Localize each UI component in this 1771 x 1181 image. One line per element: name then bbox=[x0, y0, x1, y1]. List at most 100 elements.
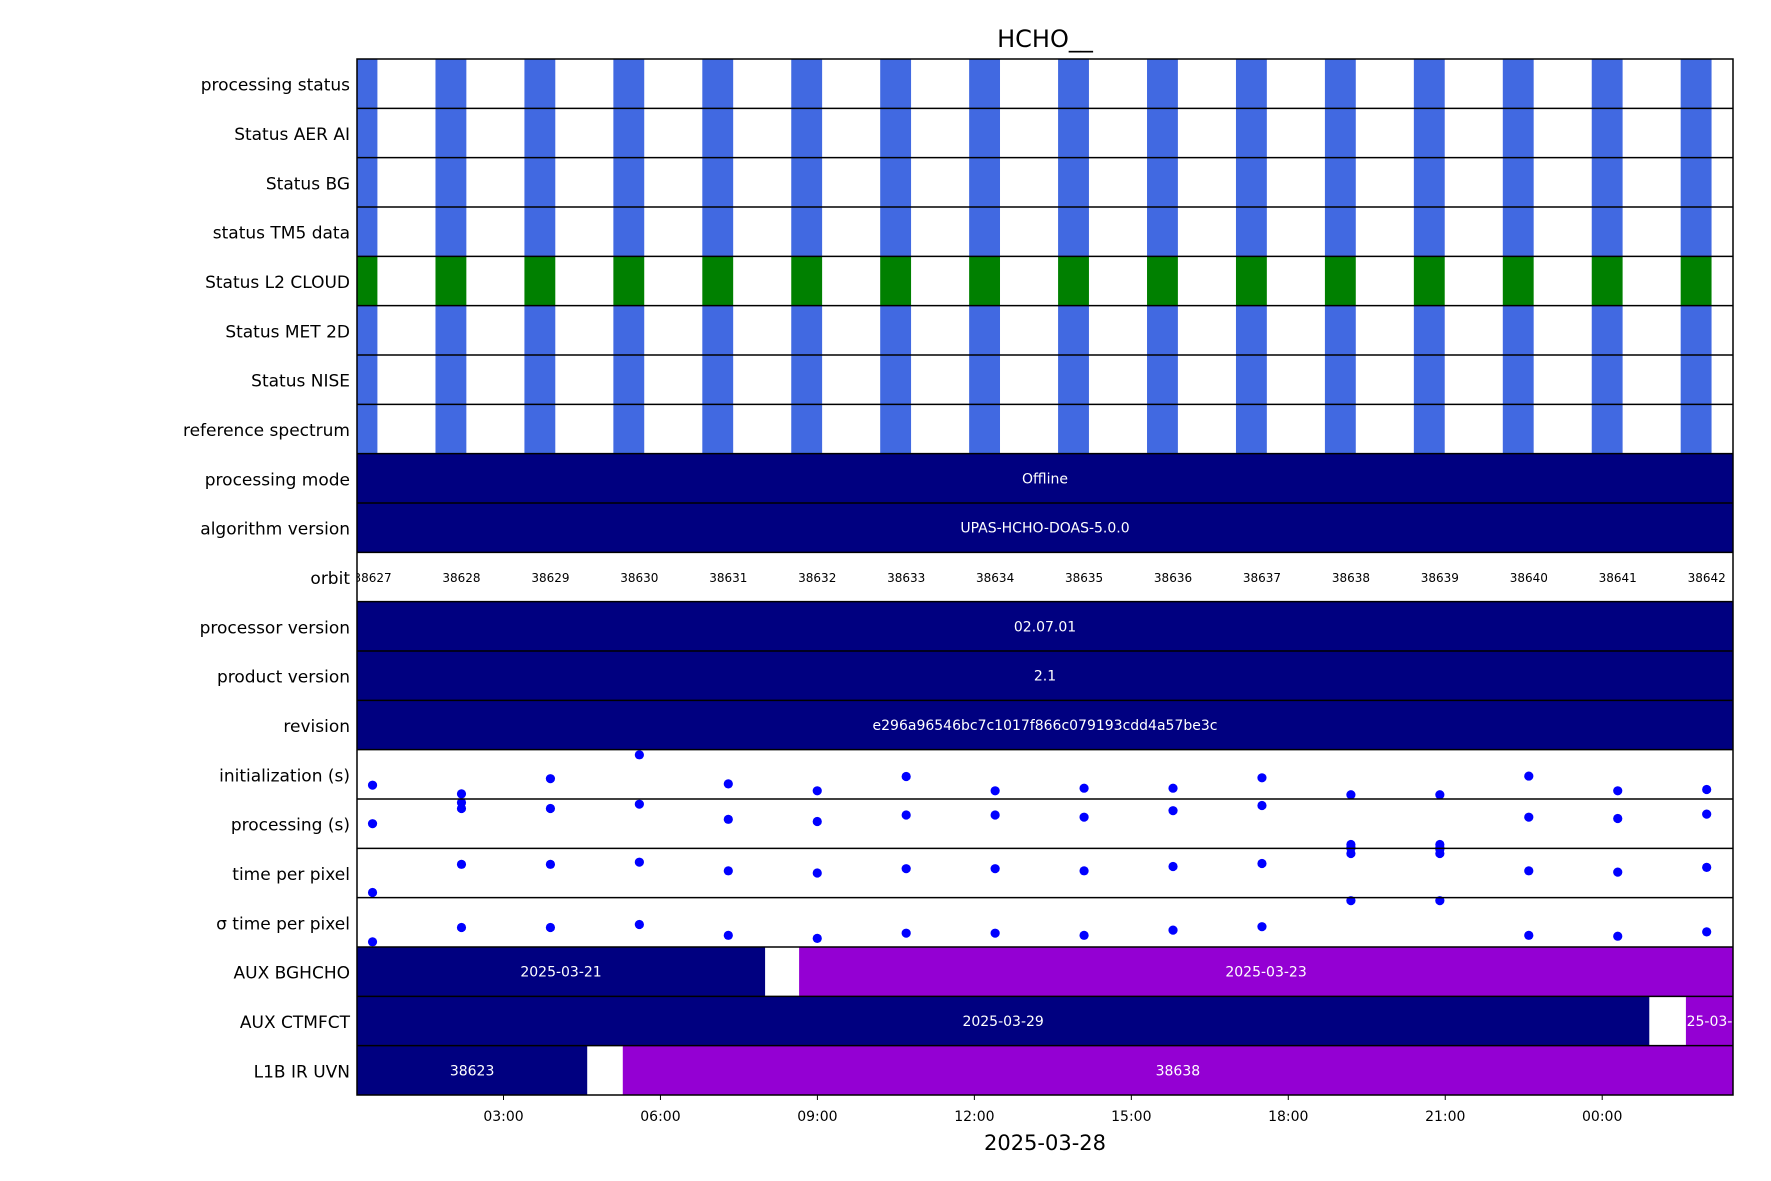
x-axis-label: 2025-03-28 bbox=[984, 1131, 1106, 1155]
status-block-status-bg bbox=[969, 157, 1001, 207]
status-block-status-aer-ai bbox=[613, 108, 645, 158]
row-label-processing-s: processing (s) bbox=[231, 816, 350, 836]
status-block-reference-spectrum bbox=[702, 404, 734, 454]
status-block-status-tm5-data bbox=[1680, 207, 1712, 257]
data-point-time-per-pixel bbox=[1613, 867, 1623, 877]
row-label-time-per-pixel: time per pixel bbox=[232, 865, 350, 885]
status-block-status-nise bbox=[1147, 355, 1178, 405]
data-point-initialization-s bbox=[812, 786, 822, 796]
band-algorithm-version bbox=[357, 503, 1733, 553]
data-point-time-per-pixel bbox=[1168, 861, 1178, 872]
data-point-time-per-pixel bbox=[456, 922, 467, 933]
data-point-time-per-pixel bbox=[1257, 922, 1267, 932]
data-point-time-per-pixel bbox=[545, 922, 556, 933]
band-text-algorithm-version: UPAS-HCHO-DOAS-5.0.0 bbox=[960, 521, 1129, 537]
band-text-processing-mode: Offline bbox=[1022, 471, 1068, 487]
segment-text-aux-ctmfct: 2025-03-30 bbox=[1669, 1014, 1750, 1030]
status-block-status-aer-ai bbox=[1591, 108, 1623, 158]
status-block-status-l2-cloud bbox=[1680, 256, 1712, 306]
status-block-processing-status bbox=[969, 59, 1001, 109]
status-block-reference-spectrum bbox=[435, 404, 467, 454]
status-block-status-bg bbox=[1591, 157, 1623, 207]
segment-l1b-ir-uvn bbox=[622, 1045, 1733, 1095]
orbit-number: 38630 bbox=[620, 571, 658, 585]
row-label-revision: revision bbox=[283, 717, 350, 737]
data-point-time-per-pixel bbox=[723, 866, 733, 876]
row-label-algorithm-version: algorithm version bbox=[200, 520, 350, 540]
orbit-number: 38640 bbox=[1510, 571, 1548, 585]
status-block-status-l2-cloud bbox=[1591, 256, 1623, 306]
status-block-processing-status bbox=[524, 59, 556, 109]
row-label-aux-ctmfct: AUX CTMFCT bbox=[240, 1013, 351, 1033]
status-block-status-l2-cloud bbox=[1235, 256, 1267, 306]
status-block-status-nise bbox=[1591, 355, 1623, 405]
status-block-status-l2-cloud bbox=[1147, 256, 1178, 306]
status-block-reference-spectrum bbox=[1235, 404, 1267, 454]
status-block-reference-spectrum bbox=[1147, 404, 1178, 454]
status-block-status-tm5-data bbox=[1324, 207, 1356, 257]
x-tick-label: 21:00 bbox=[1425, 1109, 1465, 1125]
status-block-status-met-2d bbox=[1413, 305, 1445, 355]
status-block-status-nise bbox=[969, 355, 1001, 405]
status-block-status-tm5-data bbox=[1413, 207, 1445, 257]
status-block-status-nise bbox=[435, 355, 467, 405]
data-point-processing-s bbox=[1168, 806, 1178, 816]
status-block-status-tm5-data bbox=[1591, 207, 1623, 257]
data-point-initialization-s bbox=[1257, 773, 1267, 783]
status-block-status-aer-ai bbox=[1502, 108, 1534, 158]
data-point-time-per-pixel bbox=[1702, 927, 1712, 937]
segment-aux-bghcho bbox=[799, 947, 1733, 997]
data-point-time-per-pixel bbox=[1257, 858, 1267, 869]
status-block-status-aer-ai bbox=[702, 108, 734, 158]
status-block-processing-status bbox=[1235, 59, 1267, 109]
orbit-number: 38639 bbox=[1421, 571, 1459, 585]
status-block-status-met-2d bbox=[1502, 305, 1534, 355]
x-tick-label: 06:00 bbox=[640, 1109, 680, 1125]
data-point-time-per-pixel bbox=[990, 864, 1000, 874]
row-label-initialization-s: initialization (s) bbox=[219, 766, 350, 786]
status-block-status-l2-cloud bbox=[1058, 256, 1089, 306]
status-block-reference-spectrum bbox=[1413, 404, 1445, 454]
orbit-number: 38631 bbox=[709, 571, 747, 585]
data-point-time-per-pixel bbox=[1613, 931, 1623, 941]
data-point-initialization-s bbox=[634, 750, 644, 760]
segment-aux-ctmfct bbox=[357, 996, 1650, 1046]
data-point-initialization-s bbox=[1524, 771, 1534, 781]
status-block-processing-status bbox=[880, 59, 912, 109]
data-point-time-per-pixel bbox=[723, 930, 733, 940]
status-block-status-l2-cloud bbox=[1502, 256, 1534, 306]
status-block-status-met-2d bbox=[1324, 305, 1356, 355]
status-block-status-aer-ai bbox=[791, 108, 823, 158]
status-block-status-met-2d bbox=[1680, 305, 1712, 355]
data-point-time-per-pixel bbox=[812, 933, 822, 943]
status-block-status-aer-ai bbox=[1235, 108, 1267, 158]
status-block-processing-status bbox=[702, 59, 734, 109]
data-point-time-per-pixel bbox=[367, 887, 378, 898]
status-block-reference-spectrum bbox=[1591, 404, 1623, 454]
data-point-processing-s bbox=[901, 810, 911, 820]
status-block-status-nise bbox=[613, 355, 645, 405]
row-label-status-nise: Status NISE bbox=[251, 372, 350, 392]
row-label-product-version: product version bbox=[217, 668, 350, 688]
status-block-processing-status bbox=[613, 59, 645, 109]
status-block-status-aer-ai bbox=[357, 108, 378, 158]
band-text-processor-version: 02.07.01 bbox=[1014, 619, 1076, 635]
data-point-processing-s bbox=[456, 803, 467, 814]
status-block-status-tm5-data bbox=[435, 207, 467, 257]
status-block-status-met-2d bbox=[1591, 305, 1623, 355]
status-block-status-bg bbox=[1413, 157, 1445, 207]
status-block-status-l2-cloud bbox=[1413, 256, 1445, 306]
row-label-aux-bghcho: AUX BGHCHO bbox=[234, 964, 350, 984]
row-label-status-bg: Status BG bbox=[266, 174, 350, 194]
x-tick-label: 03:00 bbox=[483, 1109, 523, 1125]
data-point-processing-s bbox=[723, 814, 733, 824]
status-block-reference-spectrum bbox=[613, 404, 645, 454]
data-point-time-per-pixel bbox=[456, 859, 467, 869]
status-block-status-aer-ai bbox=[1680, 108, 1712, 158]
status-block-status-met-2d bbox=[1147, 305, 1178, 355]
status-block-status-met-2d bbox=[1058, 305, 1089, 355]
band-product-version bbox=[357, 651, 1733, 701]
status-block-processing-status bbox=[1680, 59, 1712, 109]
status-block-status-bg bbox=[1680, 157, 1712, 207]
status-block-status-nise bbox=[524, 355, 556, 405]
